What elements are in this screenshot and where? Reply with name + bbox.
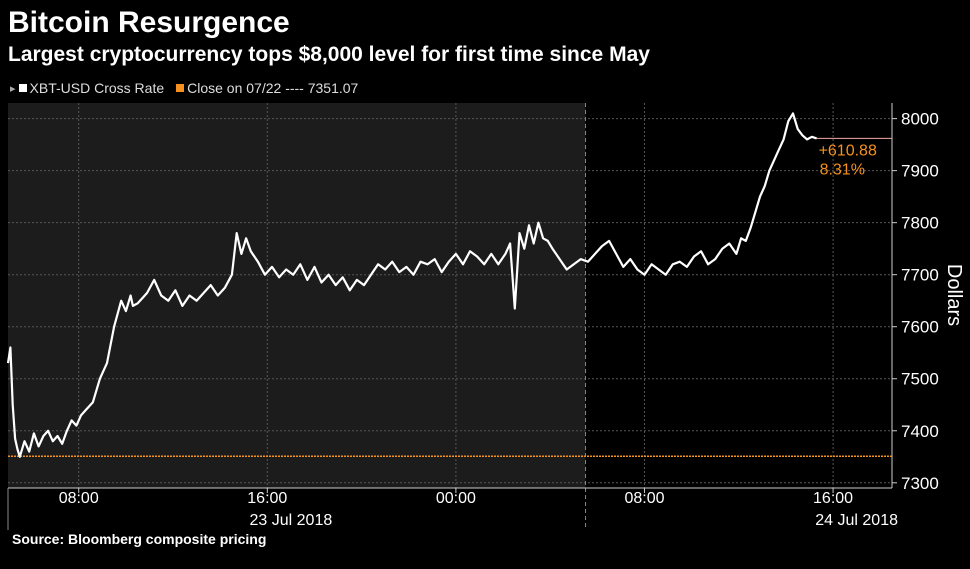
y-axis-title: Dollars	[943, 264, 965, 326]
x-tick-label: 00:00	[436, 490, 476, 507]
legend-pin-icon: ▸	[10, 82, 16, 95]
x-date-label: 23 Jul 2018	[250, 512, 333, 529]
legend: ▸ XBT-USD Cross Rate Close on 07/22 ----…	[10, 80, 358, 96]
y-tick-label: 8000	[901, 110, 939, 129]
y-tick-label: 7500	[901, 370, 939, 389]
y-tick-label: 7800	[901, 214, 939, 233]
x-tick-label: 08:00	[59, 490, 99, 507]
x-tick-label: 16:00	[247, 490, 287, 507]
legend-item-series: ▸ XBT-USD Cross Rate	[10, 80, 164, 96]
y-tick-label: 7900	[901, 162, 939, 181]
plot-shade-previous-day	[8, 103, 586, 488]
x-date-label: 24 Jul 2018	[815, 512, 898, 529]
legend-swatch-close	[176, 84, 185, 92]
annotation-percent: 8.31%	[820, 161, 865, 178]
legend-item-close: Close on 07/22 ---- 7351.07	[176, 80, 358, 96]
legend-close-label: Close on 07/22 ---- 7351.07	[187, 80, 359, 96]
x-tick-label: 08:00	[624, 490, 664, 507]
legend-series-label: XBT-USD Cross Rate	[29, 80, 165, 96]
chart-subtitle: Largest cryptocurrency tops $8,000 level…	[8, 43, 650, 66]
chart-title: Bitcoin Resurgence	[8, 6, 290, 39]
legend-swatch-series	[18, 84, 27, 92]
source-note: Source: Bloomberg composite pricing	[12, 531, 267, 547]
y-tick-label: 7600	[901, 318, 939, 337]
y-tick-label: 7400	[901, 422, 939, 441]
x-tick-label: 16:00	[813, 490, 853, 507]
y-tick-label: 7300	[901, 474, 939, 493]
series-line-xbt-usd	[6, 112, 817, 458]
y-tick-label: 7700	[901, 266, 939, 285]
annotation-change: +610.88	[819, 142, 877, 159]
